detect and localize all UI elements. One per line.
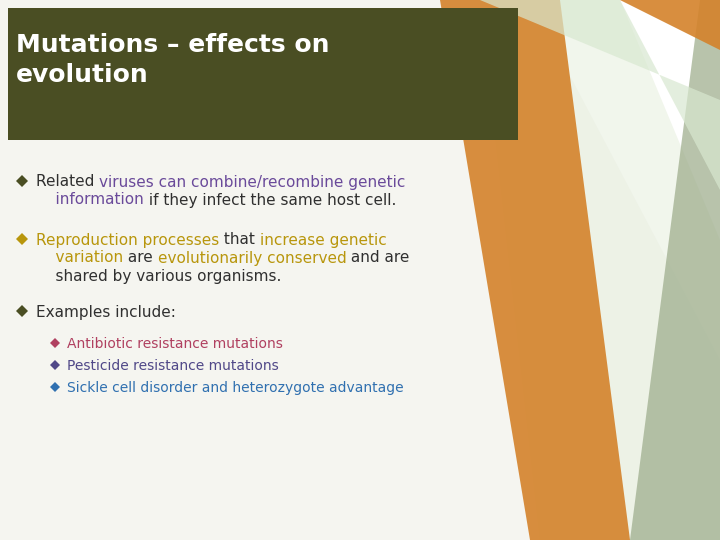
Text: Related: Related (36, 174, 99, 190)
Polygon shape (50, 338, 60, 348)
Text: information: information (36, 192, 144, 207)
Polygon shape (630, 0, 720, 540)
Text: variation: variation (36, 251, 123, 266)
Text: Pesticide resistance mutations: Pesticide resistance mutations (67, 359, 279, 373)
Text: Antibiotic resistance mutations: Antibiotic resistance mutations (67, 337, 283, 351)
Text: and are: and are (346, 251, 410, 266)
Polygon shape (530, 0, 720, 360)
Text: that: that (220, 233, 260, 247)
Text: Sickle cell disorder and heterozygote advantage: Sickle cell disorder and heterozygote ad… (67, 381, 404, 395)
Polygon shape (480, 0, 720, 190)
FancyBboxPatch shape (8, 8, 518, 140)
Text: evolutionarily conserved: evolutionarily conserved (158, 251, 346, 266)
Polygon shape (16, 233, 28, 245)
Polygon shape (440, 0, 630, 540)
Polygon shape (50, 360, 60, 370)
Text: shared by various organisms.: shared by various organisms. (36, 268, 282, 284)
Text: increase genetic: increase genetic (260, 233, 387, 247)
Text: are: are (123, 251, 158, 266)
Text: Mutations – effects on
evolution: Mutations – effects on evolution (16, 33, 330, 87)
Polygon shape (480, 0, 720, 540)
Text: if they infect the same host cell.: if they infect the same host cell. (144, 192, 396, 207)
Text: Examples include:: Examples include: (36, 305, 176, 320)
Polygon shape (16, 175, 28, 187)
Text: Reproduction processes: Reproduction processes (36, 233, 220, 247)
Polygon shape (620, 0, 720, 50)
Text: viruses can combine/recombine genetic: viruses can combine/recombine genetic (99, 174, 405, 190)
Polygon shape (50, 382, 60, 392)
Polygon shape (16, 305, 28, 317)
